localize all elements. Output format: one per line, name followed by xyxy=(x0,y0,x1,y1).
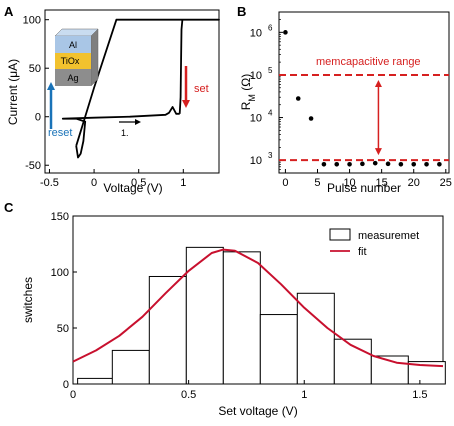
panel-b-ytick-label: 10 xyxy=(250,155,262,167)
sweep-label: 1. xyxy=(121,128,129,138)
panel-b-xlabel: Pulse number xyxy=(327,181,401,195)
set-arrow-head xyxy=(182,100,190,108)
panel-b-ytick-label: 10 xyxy=(250,70,262,82)
panel-c-xtick-label: 1 xyxy=(301,389,307,401)
legend-bar-swatch xyxy=(329,228,351,241)
panel-c-ytick-label: 150 xyxy=(51,211,69,223)
panel-a-ytick-label: 0 xyxy=(35,112,41,124)
panel-b-letter: B xyxy=(237,4,246,19)
histogram-bar xyxy=(148,275,187,385)
panel-a-series-1 xyxy=(75,18,220,147)
reset-arrow-head xyxy=(47,82,55,90)
range-arrow-head-bottom xyxy=(374,148,382,156)
panel-b-point xyxy=(347,162,352,167)
panel-b-point xyxy=(283,30,288,35)
fit-curve xyxy=(72,248,444,368)
panel-b-point xyxy=(372,160,378,166)
panel-b: B 0 5 10 15 20 25 10 3 10 4 10 5 10 6 memcapacitive r… xyxy=(237,4,452,195)
device-stack-inset: Al TiOx Ag xyxy=(54,28,99,87)
panel-b-point xyxy=(398,162,404,167)
panel-a-xtick-label: 0 xyxy=(91,177,97,189)
inset-label-al: Al xyxy=(69,40,77,50)
panel-a-xlabel: Voltage (V) xyxy=(103,181,162,195)
panel-b-point xyxy=(360,161,365,167)
panel-c-ytick-label: 0 xyxy=(63,379,69,391)
histogram-bar xyxy=(259,314,298,385)
panel-a-ylabel: Current (μA) xyxy=(6,59,20,125)
panel-a-xtick-label: -0.5 xyxy=(40,177,59,189)
panel-b-frame xyxy=(278,11,450,174)
histogram-bar xyxy=(77,377,116,385)
panel-b-ytick-label: 10 xyxy=(250,113,262,125)
histogram-bar xyxy=(222,251,261,385)
inset-top-face xyxy=(54,28,99,37)
histogram-bar xyxy=(407,361,446,385)
panel-c-xtick-label: 0 xyxy=(70,389,76,401)
panel-a-frame xyxy=(44,9,220,174)
panel-b-point xyxy=(385,161,391,167)
panel-b-xtick-label: 0 xyxy=(282,177,288,189)
panel-b-xtick-label: 15 xyxy=(376,177,388,189)
panel-a-ytick-label: -50 xyxy=(25,160,41,172)
inset-layer-al xyxy=(55,36,91,53)
panel-b-ytick-exponent: 3 xyxy=(268,151,273,160)
panel-b-xtick-label: 20 xyxy=(408,177,420,189)
inset-layer-ag xyxy=(55,69,91,86)
panel-c-legend: measuremet fit xyxy=(329,228,419,258)
panel-a-ytick-label: 50 xyxy=(29,63,41,75)
range-label: memcapacitive range xyxy=(316,56,421,68)
panel-c-ylabel: switches xyxy=(21,277,35,323)
legend-bar-label: measuremet xyxy=(358,230,419,242)
panel-b-ytick-exponent: 6 xyxy=(268,23,273,32)
panel-b-point xyxy=(424,162,429,167)
panel-c-ytick-label: 50 xyxy=(57,323,69,335)
inset-label-tiox: TiOx xyxy=(61,56,80,66)
panel-b-ytick-label: 10 xyxy=(250,27,262,39)
histogram-bar xyxy=(111,349,150,385)
panel-b-ytick-exponent: 4 xyxy=(268,109,273,118)
panel-b-xtick-label: 5 xyxy=(314,177,320,189)
sweep-arrow-head xyxy=(135,119,141,125)
panel-c-letter: C xyxy=(4,200,14,215)
panel-a: A -0.5 0 0.5 1 -50 0 50 100 Al TiOx Ag reset se… xyxy=(4,4,220,195)
inset-side-face xyxy=(90,28,99,87)
legend-fit-label: fit xyxy=(358,246,367,258)
panel-b-point xyxy=(411,162,417,167)
reset-label: reset xyxy=(48,127,72,139)
panel-c: C 0 0.5 1 1.5 0 50 100 150 measuremet fit Set v… xyxy=(4,200,446,418)
panel-b-point xyxy=(321,162,327,167)
panel-c-xtick-label: 0.5 xyxy=(181,389,196,401)
histogram-bar xyxy=(185,246,224,385)
panel-b-point xyxy=(295,96,301,101)
inset-label-ag: Ag xyxy=(67,73,78,83)
set-label: set xyxy=(194,83,209,95)
histogram-bar xyxy=(296,292,335,385)
inset-layer-tiox xyxy=(55,53,91,69)
panel-c-xlabel: Set voltage (V) xyxy=(218,404,297,418)
panel-a-xtick-label: 0.5 xyxy=(131,177,146,189)
panel-c-xtick-label: 1.5 xyxy=(412,389,427,401)
panel-b-point xyxy=(437,162,442,167)
range-arrow-head-top xyxy=(374,79,382,87)
panel-b-ytick-exponent: 5 xyxy=(268,66,273,75)
panel-b-xtick-label: 25 xyxy=(440,177,452,189)
panel-a-series-2 xyxy=(61,106,180,159)
panel-b-point xyxy=(334,162,340,167)
panel-c-ytick-label: 100 xyxy=(51,267,69,279)
panel-b-xtick-label: 10 xyxy=(343,177,355,189)
panel-a-letter: A xyxy=(4,4,14,19)
panel-a-ytick-label: 100 xyxy=(23,15,41,27)
panel-b-point xyxy=(308,116,314,121)
panel-a-xtick-label: 1 xyxy=(180,177,186,189)
